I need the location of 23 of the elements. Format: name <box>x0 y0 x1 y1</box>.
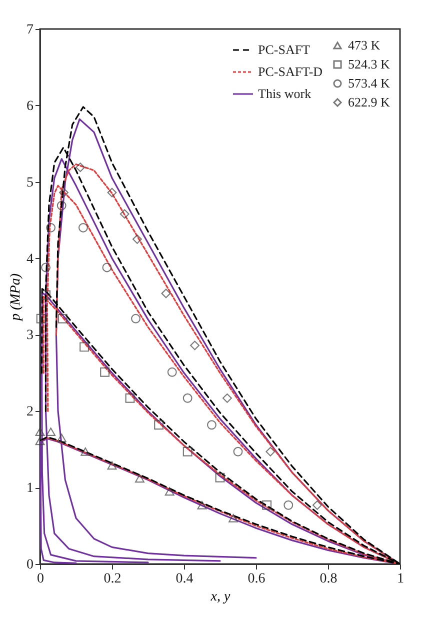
y-tick-label: 6 <box>26 98 34 114</box>
x-tick-label: 0.4 <box>176 572 194 586</box>
y-tick-label: 0 <box>26 558 34 572</box>
legend-label: This work <box>258 86 312 101</box>
legend-label: 473 K <box>348 38 381 52</box>
y-tick-label: 1 <box>26 481 34 496</box>
y-tick-label: 3 <box>26 328 34 344</box>
x-tick-label: 0 <box>37 572 44 586</box>
x-tick-label: 0.2 <box>104 572 122 586</box>
y-tick-label: 5 <box>26 175 34 190</box>
y-axis-title: p (MPa) <box>8 273 24 322</box>
x-tick-label: 0.8 <box>320 572 338 586</box>
legend-label: PC-SAFT <box>258 42 310 57</box>
legend-label: 622.9 K <box>348 94 390 110</box>
x-tick-label: 0.6 <box>248 572 266 586</box>
x-tick-label: 1 <box>397 572 404 586</box>
y-tick-label: 4 <box>26 252 34 267</box>
legend-label: 524.3 K <box>348 56 390 72</box>
y-tick-label: 7 <box>26 22 34 38</box>
legend-label: PC-SAFT-D <box>258 64 323 79</box>
y-tick-label: 2 <box>26 404 34 420</box>
x-axis-title: x, y <box>210 590 231 604</box>
legend-label: 573.4 K <box>348 76 390 90</box>
